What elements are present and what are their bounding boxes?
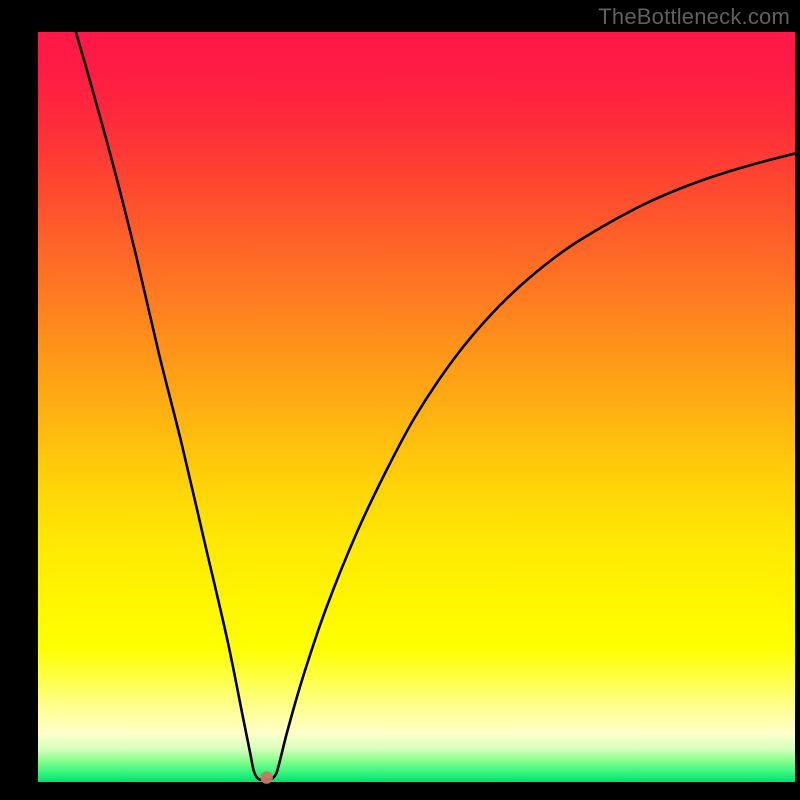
watermark-text: TheBottleneck.com (598, 4, 790, 30)
chart-background (38, 32, 795, 782)
bottleneck-chart (0, 0, 800, 800)
optimal-point-marker (260, 771, 273, 784)
